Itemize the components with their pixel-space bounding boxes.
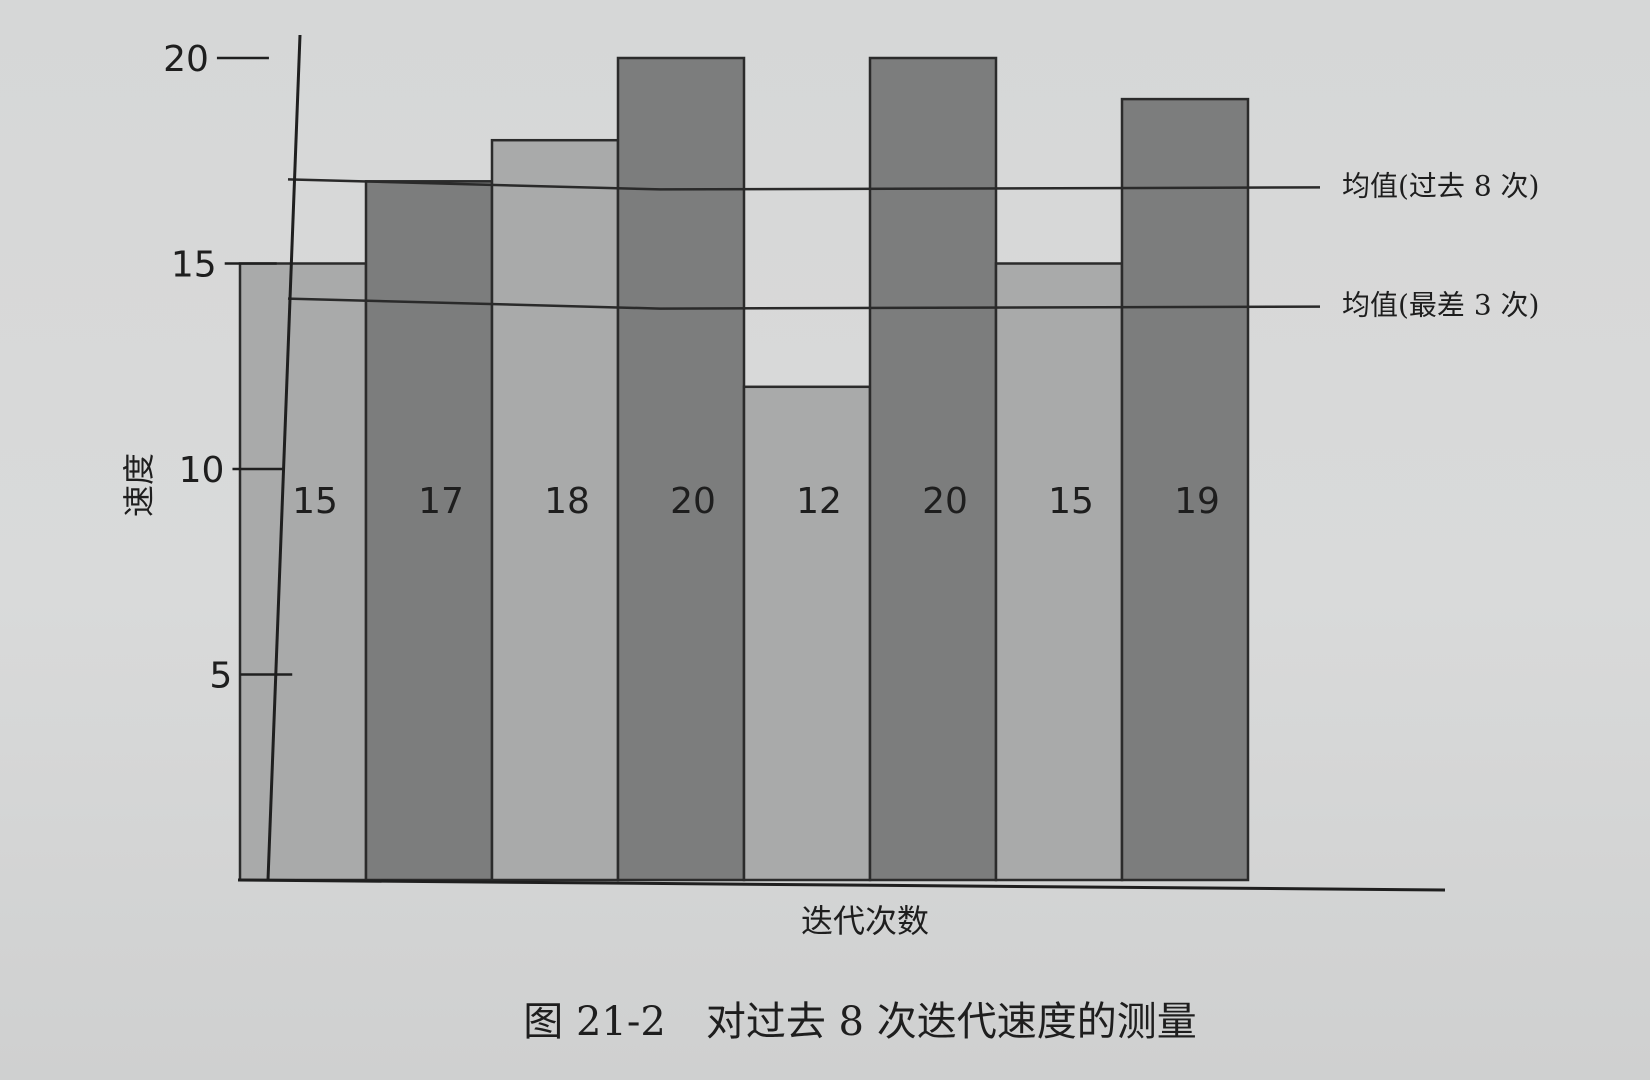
bar-8 [1120,97,1250,882]
value-labels-group: 15 17 18 20 12 20 15 19 [292,481,1220,522]
bar-value-label: 15 [292,481,338,522]
bar-6 [868,56,998,882]
y-tick-label: 15 [171,245,217,286]
bars-group [238,56,1250,882]
figure-caption: 图 21-2 对过去 8 次迭代速度的测量 [523,999,1196,1045]
reference-lines-group [287,178,1321,310]
bar-value-label: 20 [670,481,716,522]
bar-value-label: 20 [922,481,968,522]
mean-worst-3-label: 均值(最差 3 次) [1342,289,1539,322]
y-tick-label: 20 [163,39,209,80]
bar-7 [994,262,1124,882]
y-ticks-group: 5 10 15 20 [163,39,293,697]
bar-value-label: 17 [418,481,464,522]
mean-last-8-line [287,178,1321,191]
bar-value-label: 15 [1048,481,1094,522]
bar-value-label: 18 [544,481,590,522]
bar-1 [238,262,368,882]
y-axis-title: 速度 [120,453,158,517]
mean-worst-3-line [287,297,1321,310]
mean-last-8-label: 均值(过去 8 次) [1342,169,1539,202]
y-tick-label: 5 [209,656,232,697]
x-axis-line [237,878,1446,892]
y-tick-label: 10 [179,450,225,491]
bar-3 [490,138,620,882]
bar-value-label: 19 [1174,481,1220,522]
x-axis-title: 迭代次数 [801,902,929,940]
bar-5 [742,385,872,882]
bar-2 [364,180,494,882]
axes-group [237,34,1446,892]
y-axis-line [266,34,302,881]
bar-4 [616,56,746,882]
bar-value-label: 12 [796,481,842,522]
